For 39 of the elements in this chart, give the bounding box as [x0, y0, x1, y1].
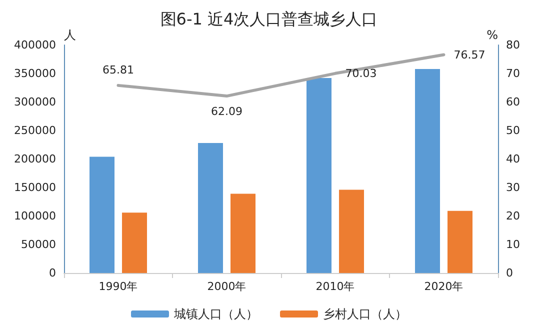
y-tick-label: 200000 [14, 152, 56, 166]
data-label: 76.57 [454, 48, 486, 62]
data-label: 65.81 [102, 63, 134, 76]
bar [448, 210, 472, 273]
y2-tick-label: 40 [506, 152, 520, 166]
y2-tick-label: 50 [506, 124, 520, 137]
legend-label: 城镇人口（人） [173, 307, 258, 321]
legend-label: 乡村人口（人） [323, 307, 407, 321]
y2-tick-label: 80 [506, 38, 520, 52]
y2-axis-title: % [486, 28, 498, 42]
y2-tick-label: 60 [506, 96, 520, 108]
bar [230, 194, 256, 273]
y2-tick-label: 0 [506, 266, 513, 280]
bar [122, 212, 147, 273]
data-label: 70.03 [345, 66, 377, 80]
bar [90, 156, 114, 273]
bar [415, 68, 440, 273]
y-tick-label: 100000 [14, 210, 56, 222]
y-tick-label: 300000 [14, 96, 56, 108]
y-tick-label: 0 [49, 266, 56, 280]
y-tick-label: 400000 [14, 38, 56, 52]
bar [198, 143, 223, 273]
y-axis-title: 人 [64, 28, 76, 42]
y2-tick-label: 30 [506, 181, 520, 194]
x-tick-label: 2000年 [207, 280, 246, 293]
bar [339, 190, 364, 273]
y2-tick-label: 10 [506, 238, 520, 251]
bar [306, 78, 332, 273]
x-tick-label: 1990年 [98, 280, 138, 293]
x-tick-label: 2010年 [316, 280, 355, 293]
y-tick-label: 50000 [21, 238, 56, 251]
y2-tick-label: 20 [506, 210, 520, 222]
y-tick-label: 350000 [14, 67, 56, 80]
x-tick-label: 2020年 [424, 280, 464, 293]
y-tick-label: 250000 [14, 124, 56, 137]
y-tick-label: 150000 [14, 181, 56, 194]
data-label: 62.09 [211, 105, 242, 118]
chart-title: 图6-1 近4次人口普查城乡人口 [160, 10, 378, 28]
y2-tick-label: 70 [506, 67, 520, 80]
